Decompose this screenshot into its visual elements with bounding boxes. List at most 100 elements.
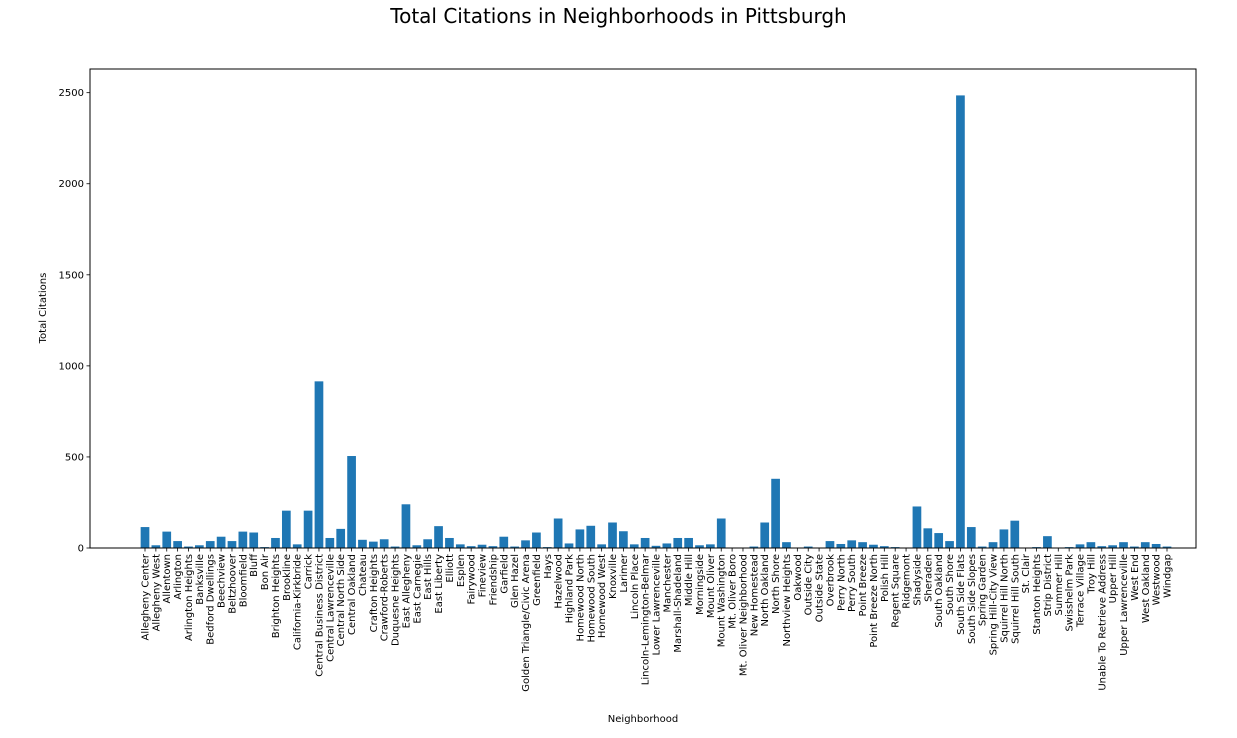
bar bbox=[651, 545, 661, 548]
bar bbox=[1097, 546, 1107, 548]
x-tick-label: Golden Triangle/Civic Arena bbox=[521, 554, 532, 692]
bar bbox=[325, 537, 335, 548]
x-tick-label: East Hills bbox=[423, 554, 434, 600]
bar bbox=[195, 545, 204, 548]
bar bbox=[314, 381, 324, 548]
bar bbox=[673, 537, 683, 548]
y-axis-ticks: 0 500 1000 1500 2000 2500 bbox=[59, 88, 90, 555]
x-tick-label: Beechview bbox=[217, 554, 228, 608]
x-tick-label: Windgap bbox=[1163, 554, 1174, 598]
x-tick-label: Banksville bbox=[195, 554, 206, 605]
x-tick-label: Crafton Heights bbox=[369, 554, 380, 632]
bar bbox=[825, 541, 835, 548]
x-tick-label: Mount Oliver bbox=[706, 553, 717, 618]
bar bbox=[858, 542, 867, 548]
x-tick-label: Manchester bbox=[662, 553, 673, 612]
bar bbox=[782, 542, 791, 548]
bar bbox=[1119, 542, 1128, 548]
bar bbox=[760, 522, 770, 548]
bar bbox=[271, 537, 280, 548]
x-tick-label: Polish Hill bbox=[880, 554, 891, 602]
bar bbox=[640, 537, 650, 548]
bar bbox=[597, 544, 606, 548]
bar bbox=[586, 525, 596, 548]
bar bbox=[151, 545, 161, 548]
bar bbox=[390, 546, 400, 548]
y-tick-label: 2000 bbox=[59, 179, 84, 190]
x-tick-label: Highland Park bbox=[565, 554, 576, 624]
x-tick-label: South Oakland bbox=[934, 554, 945, 628]
x-tick-label: Squirrel Hill North bbox=[999, 554, 1010, 643]
x-tick-label: Troy Hill bbox=[1086, 554, 1097, 595]
bar bbox=[1075, 544, 1085, 548]
bar bbox=[140, 527, 150, 548]
x-tick-label: Marshall-Shadeland bbox=[673, 554, 684, 653]
bar bbox=[423, 539, 433, 548]
x-tick-label: Central Oakland bbox=[347, 554, 358, 635]
x-tick-label: Summer Hill bbox=[1054, 554, 1065, 615]
x-tick-label: Bluff bbox=[249, 553, 260, 577]
x-tick-label: Sheraden bbox=[923, 554, 934, 602]
bar bbox=[412, 545, 422, 548]
x-tick-label: Mount Washington bbox=[717, 554, 728, 647]
bar bbox=[619, 531, 628, 548]
plot-frame bbox=[89, 68, 1197, 549]
x-tick-label: Friendship bbox=[488, 554, 499, 605]
bar bbox=[510, 546, 520, 548]
x-tick-label: Mt. Oliver Neighborhood bbox=[738, 554, 749, 676]
bar bbox=[879, 546, 889, 548]
x-tick-label: Fineview bbox=[478, 554, 489, 597]
x-axis-ticks: Allegheny Center Allegheny West Allentown A… bbox=[141, 548, 1174, 692]
x-tick-label: New Homestead bbox=[749, 554, 760, 636]
x-tick-label: Allentown bbox=[162, 554, 173, 603]
x-tick-label: Homewood West bbox=[597, 554, 608, 638]
x-tick-label: Perry South bbox=[847, 554, 858, 612]
x-tick-label: Bon Air bbox=[260, 553, 271, 590]
bar bbox=[956, 95, 965, 548]
x-tick-label: Stanton Heights bbox=[1032, 554, 1043, 635]
bar bbox=[847, 540, 857, 548]
bar bbox=[336, 528, 346, 548]
y-tick-label: 1500 bbox=[59, 270, 84, 281]
x-tick-label: North Shore bbox=[771, 554, 782, 614]
x-tick-label: Crawford-Roberts bbox=[380, 554, 391, 641]
x-tick-label: East Carnegie bbox=[412, 554, 423, 624]
x-tick-label: Squirrel Hill South bbox=[1010, 554, 1021, 644]
x-tick-label: Spring Garden bbox=[978, 554, 989, 626]
bar bbox=[445, 537, 454, 548]
bar bbox=[662, 543, 672, 548]
x-tick-label: East Allegheny bbox=[401, 554, 412, 628]
bar bbox=[1108, 545, 1117, 548]
bar bbox=[532, 532, 541, 548]
x-tick-label: Mt. Oliver Boro bbox=[728, 554, 739, 629]
x-tick-label: Homewood North bbox=[575, 554, 586, 641]
x-tick-label: South Side Flats bbox=[956, 554, 967, 635]
x-tick-label: Lincoln Place bbox=[630, 554, 641, 619]
x-tick-label: Beltzhoover bbox=[227, 553, 238, 614]
bar bbox=[575, 529, 585, 548]
bar bbox=[292, 544, 302, 548]
x-tick-label: Chateau bbox=[358, 554, 369, 596]
bar bbox=[216, 536, 226, 548]
bar bbox=[966, 527, 976, 548]
x-tick-label: Perry North bbox=[836, 554, 847, 611]
x-tick-label: St. Clair bbox=[1021, 553, 1032, 593]
x-tick-label: Central Business District bbox=[314, 554, 325, 677]
bar bbox=[608, 522, 617, 548]
bar bbox=[923, 528, 933, 548]
x-tick-label: Outside State bbox=[815, 554, 826, 622]
bar bbox=[238, 531, 248, 548]
x-tick-label: Glen Hazel bbox=[510, 554, 521, 608]
y-tick-label: 0 bbox=[78, 544, 84, 555]
x-tick-label: West Oakland bbox=[1141, 554, 1152, 623]
x-tick-label: Lower Lawrenceville bbox=[652, 554, 663, 655]
bar bbox=[553, 518, 563, 548]
bar bbox=[803, 546, 813, 548]
bar bbox=[836, 543, 846, 548]
bar bbox=[227, 541, 237, 548]
x-tick-label: Upper Hill bbox=[1108, 554, 1119, 603]
bar bbox=[716, 518, 726, 548]
x-tick-label: Esplen bbox=[456, 554, 467, 587]
bar bbox=[434, 526, 443, 548]
bar bbox=[466, 546, 476, 548]
